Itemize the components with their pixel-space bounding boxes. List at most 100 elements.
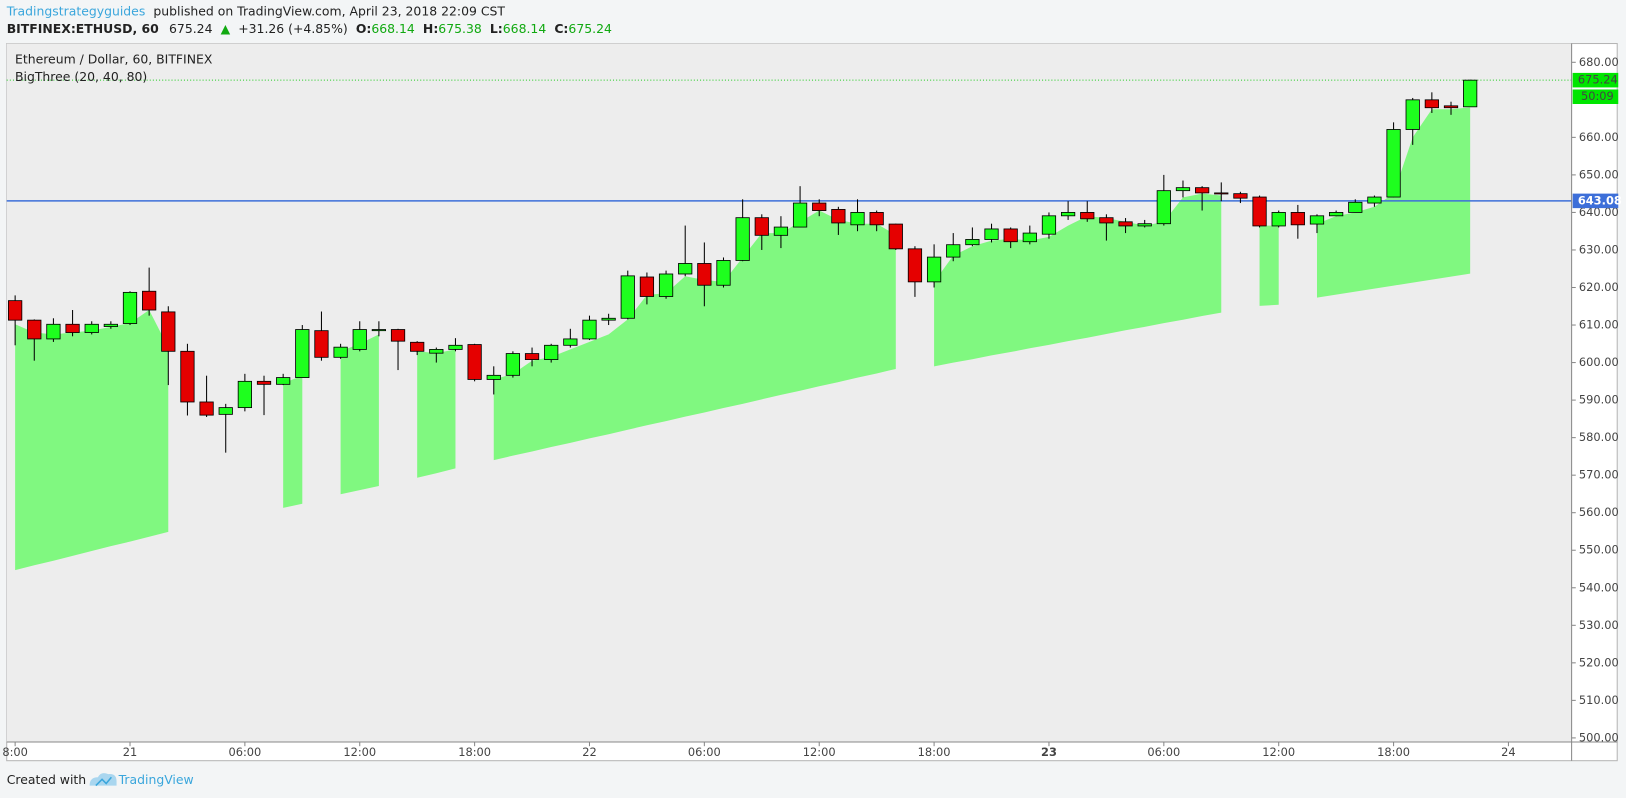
h-label: H: — [423, 21, 438, 36]
candle-body — [84, 323, 99, 333]
brand[interactable]: TradingView — [118, 772, 194, 787]
candle-body — [716, 260, 731, 286]
candle-body — [1003, 228, 1018, 243]
y-tick-label: 650.00 — [1579, 167, 1619, 181]
candle-body — [1060, 212, 1076, 217]
candle-body — [1348, 201, 1363, 213]
candle-body — [1041, 215, 1057, 235]
candle-body — [448, 344, 463, 350]
candle-body — [161, 311, 176, 352]
y-tick-label: 550.00 — [1579, 543, 1619, 557]
candle-body — [1386, 129, 1401, 198]
candle-body — [410, 341, 425, 352]
x-tick-label: 06:00 — [1147, 745, 1180, 759]
candle-body — [314, 330, 329, 358]
y-tick-label: 570.00 — [1579, 468, 1619, 482]
candle-body — [812, 202, 827, 211]
candle-body — [390, 329, 406, 342]
x-tick-label: 12:00 — [1262, 745, 1295, 759]
y-tick-label: 510.00 — [1579, 693, 1619, 707]
y-tick-label: 610.00 — [1579, 318, 1619, 332]
indicator-area — [340, 334, 379, 495]
candle-body — [1195, 187, 1210, 194]
candle-body — [1214, 192, 1229, 195]
hline-label: 643.08 — [1578, 193, 1622, 207]
candle-body — [65, 323, 80, 333]
symbol-line: BITFINEX:ETHUSD, 60 675.24 ▲ +31.26 (+4.… — [7, 21, 612, 36]
candle-body — [429, 349, 444, 354]
c-label: C: — [554, 21, 568, 36]
high-value: 675.38 — [438, 21, 482, 36]
close-value: 675.24 — [568, 21, 612, 36]
candle-body — [46, 323, 61, 340]
candle-body — [199, 401, 214, 416]
candle-body — [486, 374, 501, 380]
logo-line — [95, 776, 112, 787]
x-tick-label: 21 — [123, 745, 138, 759]
candle-body — [1463, 79, 1478, 108]
x-tick-label: 12:00 — [803, 745, 836, 759]
candle-body — [1156, 190, 1171, 225]
last-price: 675.24 — [169, 21, 213, 36]
y-tick-label: 620.00 — [1579, 280, 1619, 294]
candle-body — [122, 291, 138, 324]
l-label: L: — [490, 21, 503, 36]
y-tick-label: 500.00 — [1579, 730, 1619, 744]
indicator-area — [493, 210, 896, 461]
countdown-box — [1572, 89, 1619, 104]
candle-body — [505, 353, 521, 376]
candle-body — [965, 239, 980, 246]
candle-body — [620, 275, 635, 319]
x-tick-label: 23 — [1041, 745, 1057, 759]
candle-body — [1309, 215, 1325, 225]
candle-body — [27, 319, 42, 340]
created-with: Created with — [7, 772, 86, 787]
x-tick-label: 12:00 — [343, 745, 376, 759]
candle-body — [180, 350, 195, 403]
symbol: BITFINEX:ETHUSD, 60 — [7, 21, 159, 36]
change: +31.26 (+4.85%) — [238, 21, 347, 36]
x-tick-label: 24 — [1501, 745, 1516, 759]
author[interactable]: Tradingstrategyguides — [6, 3, 146, 18]
candle-body — [1099, 217, 1114, 224]
x-tick-label: 18:00 — [1377, 745, 1410, 759]
candle-body — [524, 353, 540, 360]
candle-body — [658, 273, 674, 297]
countdown-label: 50:09 — [1581, 89, 1614, 103]
candle-body — [256, 380, 272, 385]
last-price-label: 675.24 — [1578, 73, 1618, 87]
candle-body — [946, 244, 961, 258]
y-tick-label: 590.00 — [1579, 393, 1619, 407]
candle-body — [467, 344, 482, 380]
candle-body — [1290, 212, 1305, 226]
candle-body — [218, 407, 233, 415]
candle-body — [639, 276, 655, 297]
candle-body — [792, 202, 808, 228]
indicator-area — [1259, 225, 1279, 306]
hline-box — [1572, 193, 1619, 209]
indicator-area — [1316, 107, 1471, 298]
y-tick-label: 520.00 — [1579, 655, 1619, 669]
y-tick-label: 600.00 — [1579, 355, 1619, 369]
indicator-area — [934, 193, 1222, 367]
indicator-label: BigThree (20, 40, 80) — [15, 69, 147, 84]
y-tick-label: 560.00 — [1579, 505, 1619, 519]
indicator-area — [283, 375, 303, 508]
plot-layer — [6, 79, 1572, 571]
candle-body — [563, 338, 578, 346]
y-tick-label: 680.00 — [1579, 55, 1619, 69]
arrow: ▲ — [221, 21, 231, 36]
candle-body — [869, 212, 884, 226]
candle-body — [907, 248, 923, 283]
candle-body — [1022, 232, 1037, 243]
y-tick-label: 630.00 — [1579, 242, 1619, 256]
y-tick-label: 540.00 — [1579, 580, 1619, 594]
published: published on TradingView.com, April 23, … — [153, 3, 505, 18]
x-tick-label: 06:00 — [688, 745, 721, 759]
candle-body — [1424, 99, 1439, 109]
open-value: 668.14 — [371, 21, 415, 36]
candle-body — [926, 256, 942, 283]
candle-body — [697, 263, 712, 286]
chart-title: Ethereum / Dollar, 60, BITFINEX — [15, 52, 213, 67]
candle-body — [371, 329, 387, 332]
